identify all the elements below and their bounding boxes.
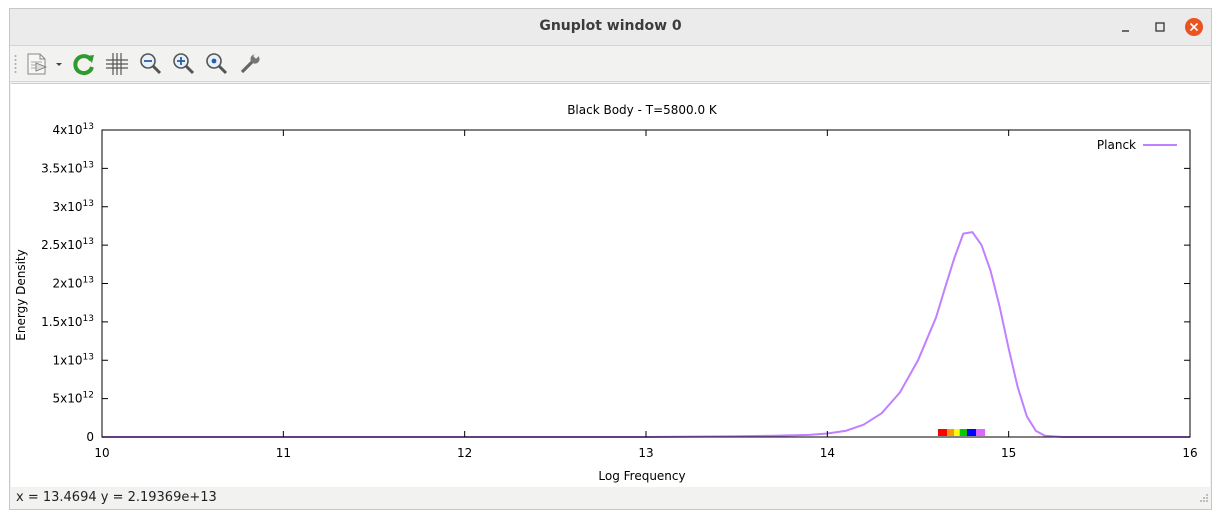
y-tick-label: 2.5x1013	[41, 237, 94, 252]
y-tick-label: 3x1013	[53, 199, 94, 214]
unzoom-icon[interactable]	[204, 51, 230, 77]
tick-layer: 10 11 12 13 14 15 16 0 5x1012 1x1013 1.5x1013 2x101…	[41, 122, 1198, 460]
visible-spectrum-band	[976, 429, 986, 436]
x-tick-label: 12	[457, 446, 472, 460]
visible-spectrum-band	[937, 429, 948, 436]
plot-border	[101, 129, 1191, 438]
visible-spectrum-band	[947, 429, 955, 436]
x-tick-label: 11	[276, 446, 291, 460]
y-axis-label: Energy Density	[14, 249, 28, 340]
planck-curve	[102, 231, 1190, 438]
x-tick-label: 10	[94, 446, 109, 460]
energy-density-chart: Black Body - T=5800.0 K 10 11 12 13 14 15 16 0 5…	[14, 103, 1198, 483]
legend-label-planck: Planck	[1097, 138, 1136, 152]
zoom-next-icon[interactable]	[171, 51, 197, 77]
options-wrench-icon[interactable]	[237, 51, 263, 77]
status-bar: x = 13.4694 y = 2.19369e+13	[10, 487, 1211, 509]
toolbar	[10, 46, 1211, 82]
copy-to-clipboard-icon[interactable]	[24, 51, 50, 77]
close-icon[interactable]	[1184, 17, 1204, 37]
x-tick-label: 16	[1182, 446, 1197, 460]
gnuplot-window: Gnuplot window 0	[9, 8, 1212, 510]
x-axis-label: Log Frequency	[598, 469, 685, 483]
y-tick-label: 4x1013	[53, 122, 94, 137]
legend: Planck	[1097, 138, 1177, 152]
window-title: Gnuplot window 0	[539, 18, 682, 34]
visible-spectrum-band	[954, 429, 960, 436]
plot-area[interactable]: Black Body - T=5800.0 K 10 11 12 13 14 15 16 0 5…	[11, 83, 1210, 488]
title-bar[interactable]: Gnuplot window 0	[10, 9, 1211, 46]
chart-title: Black Body - T=5800.0 K	[567, 103, 718, 117]
visible-spectrum-band	[959, 429, 967, 436]
y-tick-label: 1.5x1013	[41, 314, 94, 329]
cursor-coordinates: x = 13.4694 y = 2.19369e+13	[16, 490, 217, 505]
grid-icon[interactable]	[104, 51, 130, 77]
minimize-icon[interactable]	[1116, 17, 1136, 37]
zoom-previous-icon[interactable]	[138, 51, 164, 77]
maximize-icon[interactable]	[1150, 17, 1170, 37]
visible-spectrum-band	[966, 429, 977, 436]
replot-icon[interactable]	[71, 51, 97, 77]
curve-layer	[102, 231, 1190, 438]
spectrum-band-layer	[937, 429, 986, 436]
y-tick-label: 2x1013	[53, 276, 94, 291]
toolbar-grip[interactable]	[14, 54, 19, 78]
dropdown-arrow-icon[interactable]	[53, 51, 65, 77]
y-tick-label: 0	[86, 430, 94, 444]
x-tick-label: 13	[638, 446, 653, 460]
y-tick-label: 3.5x1013	[41, 160, 94, 175]
x-tick-label: 15	[1001, 446, 1016, 460]
resize-grip-icon[interactable]	[1199, 488, 1209, 507]
y-tick-label: 5x1012	[53, 391, 94, 406]
y-tick-label: 1x1013	[53, 352, 94, 367]
x-tick-label: 14	[820, 446, 835, 460]
